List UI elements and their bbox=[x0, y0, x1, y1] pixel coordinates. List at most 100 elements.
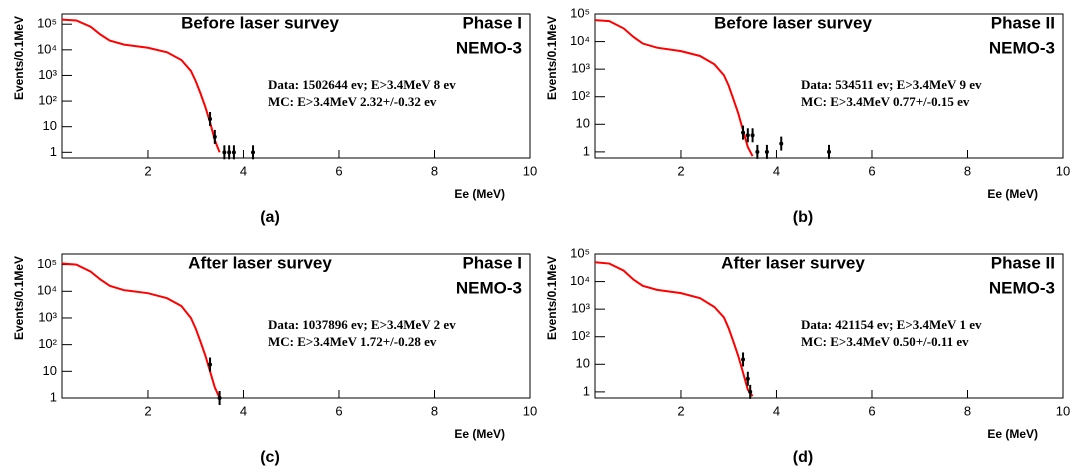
x-tick-label: 8 bbox=[431, 403, 438, 418]
x-tick-label: 8 bbox=[964, 163, 971, 178]
mc-summary: MC: E>3.4MeV 0.77+/-0.15 ev bbox=[801, 94, 970, 109]
data-point bbox=[208, 111, 213, 126]
x-tick-label: 10 bbox=[523, 403, 537, 418]
data-point bbox=[748, 384, 753, 399]
y-tick-label: 10² bbox=[571, 328, 590, 343]
panel-caption: (a) bbox=[260, 209, 280, 226]
experiment-label: NEMO-3 bbox=[456, 38, 522, 57]
y-axis-label: Events/0.1MeV bbox=[12, 256, 26, 340]
data-point bbox=[745, 128, 750, 143]
x-tick-label: 2 bbox=[144, 163, 151, 178]
x-tick-label: 2 bbox=[677, 163, 684, 178]
y-tick-label: 10² bbox=[571, 88, 590, 103]
mc-summary: MC: E>3.4MeV 1.72+/-0.28 ev bbox=[268, 334, 437, 349]
phase-label: Phase I bbox=[462, 253, 522, 272]
panel: 1 10 10² 10³ 10⁴ 10⁵ 2 4 6 8 10 Ee (MeV) Events/0.1M… bbox=[545, 245, 1070, 466]
panel-title: After laser survey bbox=[721, 253, 865, 272]
x-tick-label: 2 bbox=[144, 403, 151, 418]
y-tick-label: 10⁵ bbox=[570, 245, 590, 260]
x-tick-label: 8 bbox=[431, 163, 438, 178]
data-point bbox=[208, 357, 213, 372]
mc-curve bbox=[594, 261, 754, 397]
point-dot bbox=[750, 133, 755, 138]
x-tick-label: 6 bbox=[868, 163, 875, 178]
y-tick-label: 10 bbox=[43, 363, 57, 378]
point-dot bbox=[227, 150, 232, 155]
y-tick-label: 1 bbox=[50, 389, 57, 404]
experiment-label: NEMO-3 bbox=[989, 278, 1055, 297]
point-dot bbox=[748, 389, 753, 394]
x-axis-label: Ee (MeV) bbox=[454, 427, 505, 441]
x-tick-label: 6 bbox=[335, 403, 342, 418]
mc-summary: MC: E>3.4MeV 0.50+/-0.11 ev bbox=[801, 334, 969, 349]
x-tick-label: 4 bbox=[240, 403, 247, 418]
phase-label: Phase II bbox=[991, 13, 1055, 32]
x-tick-label: 4 bbox=[240, 163, 247, 178]
point-dot bbox=[745, 133, 750, 138]
x-axis-label: Ee (MeV) bbox=[454, 187, 505, 201]
data-summary: Data: 1502644 ev; E>3.4MeV 8 ev bbox=[268, 77, 456, 92]
x-tick-label: 4 bbox=[773, 163, 780, 178]
mc-curve bbox=[594, 19, 754, 157]
x-tick-label: 6 bbox=[868, 403, 875, 418]
panel: 1 10 10² 10³ 10⁴ 10⁵ 2 4 6 8 10 Ee (MeV) Events/0.1M… bbox=[545, 5, 1070, 226]
data-summary: Data: 421154 ev; E>3.4MeV 1 ev bbox=[801, 317, 982, 332]
data-point bbox=[741, 125, 746, 140]
panel: 1 10 10² 10³ 10⁴ 10⁵ 2 4 6 8 10 Ee (MeV) Events/0.1M… bbox=[12, 13, 537, 226]
x-tick-label: 10 bbox=[1056, 163, 1070, 178]
y-tick-label: 10² bbox=[38, 93, 57, 108]
data-point bbox=[779, 136, 784, 151]
x-tick-label: 8 bbox=[964, 403, 971, 418]
panel-caption: (d) bbox=[793, 449, 813, 466]
y-axis-label: Events/0.1MeV bbox=[12, 16, 26, 100]
y-tick-label: 1 bbox=[50, 144, 57, 159]
point-dot bbox=[222, 150, 227, 155]
y-tick-label: 10 bbox=[576, 116, 590, 131]
x-axis-label: Ee (MeV) bbox=[987, 187, 1038, 201]
data-point bbox=[217, 391, 222, 405]
x-tick-label: 10 bbox=[523, 163, 537, 178]
point-dot bbox=[827, 149, 831, 154]
point-dot bbox=[251, 150, 256, 155]
y-tick-label: 10² bbox=[38, 336, 57, 351]
x-tick-label: 4 bbox=[773, 403, 780, 418]
y-tick-label: 10 bbox=[43, 118, 57, 133]
point-dot bbox=[779, 141, 784, 146]
panel-caption: (b) bbox=[793, 209, 813, 226]
point-dot bbox=[745, 376, 750, 381]
phase-label: Phase I bbox=[462, 13, 522, 32]
point-dot bbox=[764, 149, 769, 154]
panel-title: After laser survey bbox=[188, 253, 332, 272]
y-tick-label: 10⁵ bbox=[37, 16, 57, 31]
x-tick-label: 2 bbox=[677, 403, 684, 418]
y-tick-label: 10³ bbox=[571, 61, 590, 76]
mc-curve bbox=[61, 262, 221, 399]
point-dot bbox=[755, 149, 760, 154]
x-tick-label: 10 bbox=[1056, 403, 1070, 418]
x-axis-label: Ee (MeV) bbox=[987, 427, 1038, 441]
data-point bbox=[251, 145, 256, 160]
y-tick-label: 10⁵ bbox=[37, 256, 57, 271]
experiment-label: NEMO-3 bbox=[989, 38, 1055, 57]
y-tick-label: 10⁴ bbox=[37, 41, 57, 56]
data-point bbox=[227, 145, 232, 160]
data-summary: Data: 534511 ev; E>3.4MeV 9 ev bbox=[801, 77, 982, 92]
y-tick-label: 10⁴ bbox=[37, 283, 57, 298]
data-point bbox=[741, 352, 746, 367]
phase-label: Phase II bbox=[991, 253, 1055, 272]
data-point bbox=[212, 129, 217, 144]
data-point bbox=[755, 144, 760, 159]
data-point bbox=[745, 371, 750, 386]
panel: 1 10 10² 10³ 10⁴ 10⁵ 2 4 6 8 10 Ee (MeV) Events/0.1M… bbox=[12, 253, 537, 466]
data-summary: Data: 1037896 ev; E>3.4MeV 2 ev bbox=[268, 317, 456, 332]
y-tick-label: 10⁴ bbox=[570, 273, 590, 288]
y-axis-label: Events/0.1MeV bbox=[545, 256, 559, 340]
y-tick-label: 10³ bbox=[571, 301, 590, 316]
y-tick-label: 10³ bbox=[38, 309, 57, 324]
panel-title: Before laser survey bbox=[181, 13, 339, 32]
data-point bbox=[231, 145, 236, 160]
point-dot bbox=[231, 150, 236, 155]
data-point bbox=[827, 144, 831, 159]
mc-curve bbox=[61, 18, 221, 153]
data-point bbox=[222, 145, 227, 160]
